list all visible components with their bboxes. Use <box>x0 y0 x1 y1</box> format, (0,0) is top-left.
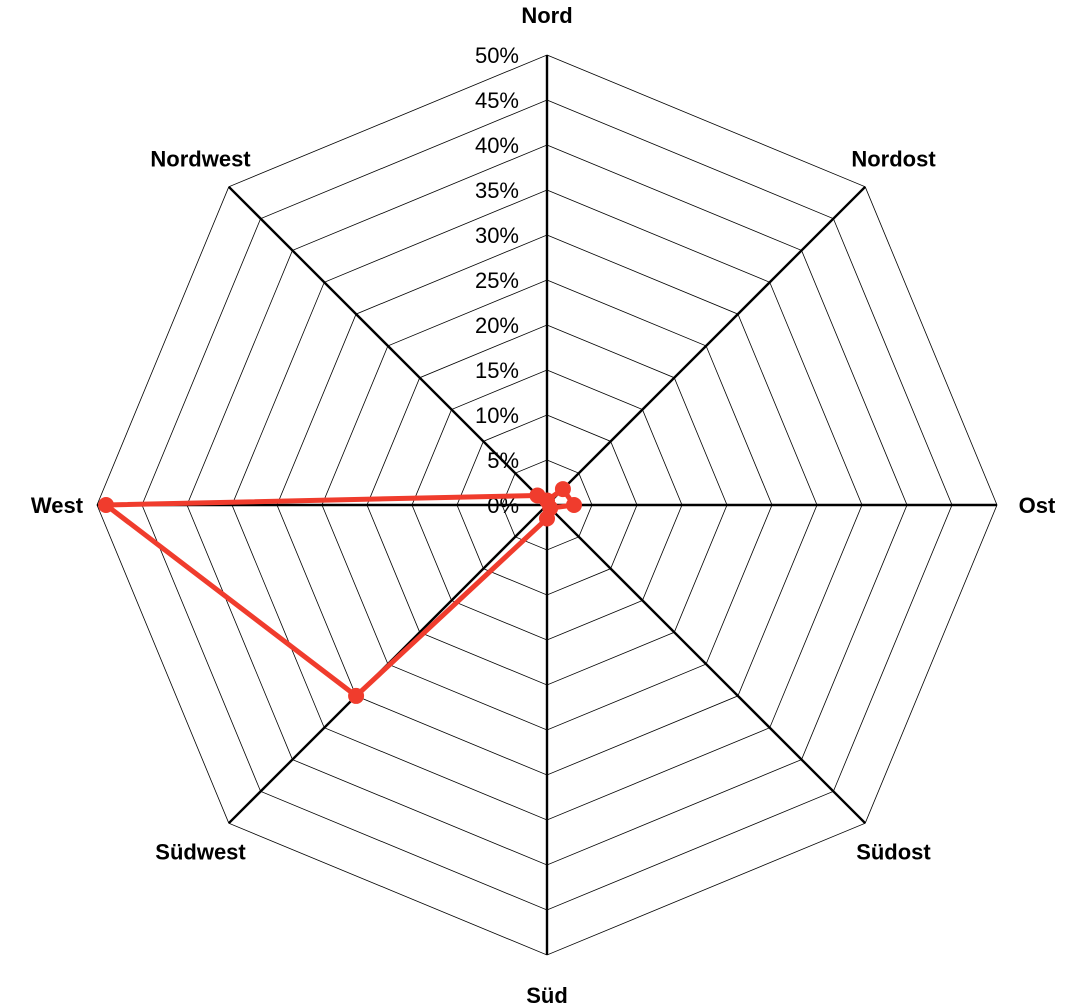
tick-label-40-: 40% <box>475 133 519 158</box>
tick-label-45-: 45% <box>475 88 519 113</box>
tick-label-15-: 15% <box>475 358 519 383</box>
category-label-nordwest: Nordwest <box>150 147 251 172</box>
tick-label-35-: 35% <box>475 178 519 203</box>
radial-axes <box>97 55 997 955</box>
category-label-nord: Nord <box>521 3 572 28</box>
tick-label-10-: 10% <box>475 403 519 428</box>
axis-suedost <box>546 504 867 825</box>
axis-nordwest <box>227 185 548 506</box>
tick-label-50-: 50% <box>475 43 519 68</box>
category-label-suedwest: Südwest <box>155 839 246 864</box>
data-series <box>98 481 582 704</box>
category-label-nordost: Nordost <box>851 147 936 172</box>
data-point-suedwest <box>348 687 365 704</box>
axis-nordost <box>546 185 867 506</box>
series-line-0 <box>103 486 577 699</box>
category-label-suedost: Südost <box>856 839 931 864</box>
category-label-ost: Ost <box>1019 493 1056 518</box>
tick-label-25-: 25% <box>475 268 519 293</box>
tick-labels: 0%5%10%15%20%25%30%35%40%45%50% <box>475 43 519 518</box>
category-label-west: West <box>31 493 84 518</box>
tick-label-30-: 30% <box>475 223 519 248</box>
data-point-nordwest <box>529 487 546 504</box>
category-label-sued: Süd <box>526 983 568 1005</box>
data-point-west <box>98 497 114 513</box>
data-point-nordost <box>554 481 571 498</box>
category-labels: Nord Nordost Ost Südost Süd Südwest West Nordwe… <box>31 3 1056 1005</box>
data-point-ost <box>566 497 582 513</box>
data-point-sued <box>539 510 555 527</box>
tick-label-20-: 20% <box>475 313 519 338</box>
tick-label-5-: 5% <box>487 448 519 473</box>
